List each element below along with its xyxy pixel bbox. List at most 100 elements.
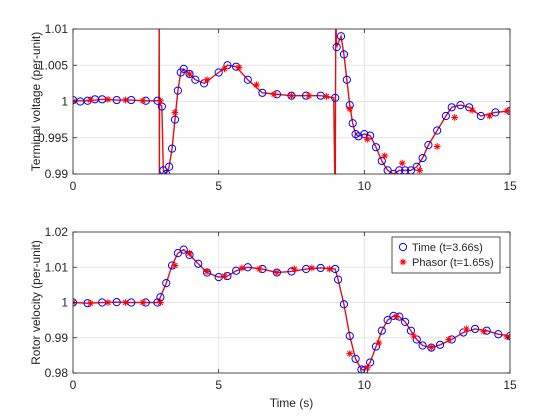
circle-point (339, 50, 349, 59)
asterisk-point (323, 93, 330, 100)
asterisk-point (104, 95, 112, 103)
circle-point (170, 115, 180, 124)
asterisk-point (270, 90, 278, 98)
asterisk-point (171, 262, 179, 269)
asterisk-point (480, 328, 488, 335)
circle-point (334, 275, 343, 284)
circle-point (377, 156, 386, 166)
circle-point (345, 331, 354, 341)
circle-point (112, 298, 121, 307)
asterisk-point (433, 143, 441, 150)
circle-point (194, 259, 203, 268)
circle-point (366, 358, 375, 367)
asterisk-point (346, 105, 354, 113)
circle-point (435, 340, 445, 349)
asterisk-point (203, 268, 211, 275)
asterisk-point (157, 299, 164, 306)
circle-point (258, 88, 267, 97)
x-tick-label: 0 (70, 378, 77, 392)
circle-point (179, 64, 188, 73)
asterisk-point (503, 107, 510, 115)
legend-entry-label: Phasor (t=1.65s) (412, 257, 494, 269)
series-line-2 (73, 248, 510, 371)
circle-point (377, 326, 386, 335)
asterisk-point (87, 96, 94, 104)
series-group (73, 245, 510, 373)
circle-point (191, 75, 200, 84)
legend: Time (t=3.66s) Phasor (t=1.65s) (391, 236, 501, 274)
asterisk-point (288, 92, 295, 100)
y-tick-label: 1.005 (38, 58, 68, 72)
asterisk-point (468, 106, 476, 114)
circle-point (441, 111, 451, 121)
legend-marker-circle (398, 242, 408, 252)
y-tick-label: 1.02 (45, 225, 69, 239)
circle-point (316, 91, 325, 100)
asterisk-point (253, 81, 260, 89)
asterisk-point (381, 152, 389, 160)
y-tick-label: 1 (61, 95, 68, 109)
series-0-markers (73, 245, 510, 373)
x-axis-label: Time (s) (270, 396, 314, 410)
circle-point (332, 43, 341, 52)
x-tick-label: 15 (503, 378, 517, 392)
circle-point (112, 95, 121, 105)
asterisk-point (375, 339, 383, 347)
asterisk-point (346, 350, 354, 358)
circle-point (383, 316, 392, 325)
circle-point (339, 300, 349, 309)
asterisk-point (186, 249, 193, 257)
circle-point (243, 75, 252, 84)
asterisk-point (410, 332, 418, 340)
circle-point (342, 75, 351, 84)
y-tick-label: 0.98 (45, 366, 69, 380)
circle-point (331, 93, 340, 102)
circle-point (354, 132, 363, 141)
circle-point (173, 249, 182, 258)
y-tick-label: 0.99 (45, 167, 69, 181)
circle-point (401, 317, 410, 326)
circle-point (162, 279, 171, 288)
legend-entry-label: Time (t=3.66s) (412, 242, 483, 254)
asterisk-point (235, 64, 243, 71)
x-tick-label: 10 (358, 179, 372, 193)
y-axis-label: Rotor velocity (per-unit) (29, 240, 43, 365)
asterisk-point (87, 299, 94, 307)
asterisk-point (238, 264, 246, 272)
asterisk-point (363, 364, 371, 372)
circle-point (418, 341, 427, 350)
circle-point (301, 264, 311, 274)
asterisk-point (221, 65, 228, 73)
asterisk-point (305, 92, 313, 100)
circle-point (243, 263, 252, 272)
y-tick-label: 0.99 (45, 331, 69, 345)
x-tick-label: 15 (503, 179, 517, 193)
circle-point (465, 103, 474, 112)
circle-point (418, 153, 427, 163)
circle-point (360, 130, 369, 139)
circle-point (167, 144, 177, 153)
circle-point (185, 69, 194, 79)
asterisk-point (203, 76, 211, 84)
circle-point (348, 119, 357, 128)
circle-point (214, 68, 223, 77)
circle-point (456, 101, 465, 110)
series-1-markers (73, 64, 510, 174)
asterisk-point (291, 265, 298, 273)
circle-point (371, 143, 381, 152)
circle-point (424, 140, 433, 150)
asterisk-point (139, 299, 147, 306)
asterisk-point (486, 112, 494, 120)
y-axis-label: Terminal voltage (per-unit) (29, 32, 43, 171)
y-tick-label: 1.01 (45, 22, 69, 36)
x-tick-label: 10 (358, 378, 372, 392)
series-1-markers (73, 249, 510, 372)
circle-point (287, 91, 296, 100)
circle-point (360, 366, 369, 373)
x-tick-label: 5 (215, 179, 222, 193)
asterisk-point (122, 96, 129, 104)
asterisk-point (308, 264, 316, 272)
